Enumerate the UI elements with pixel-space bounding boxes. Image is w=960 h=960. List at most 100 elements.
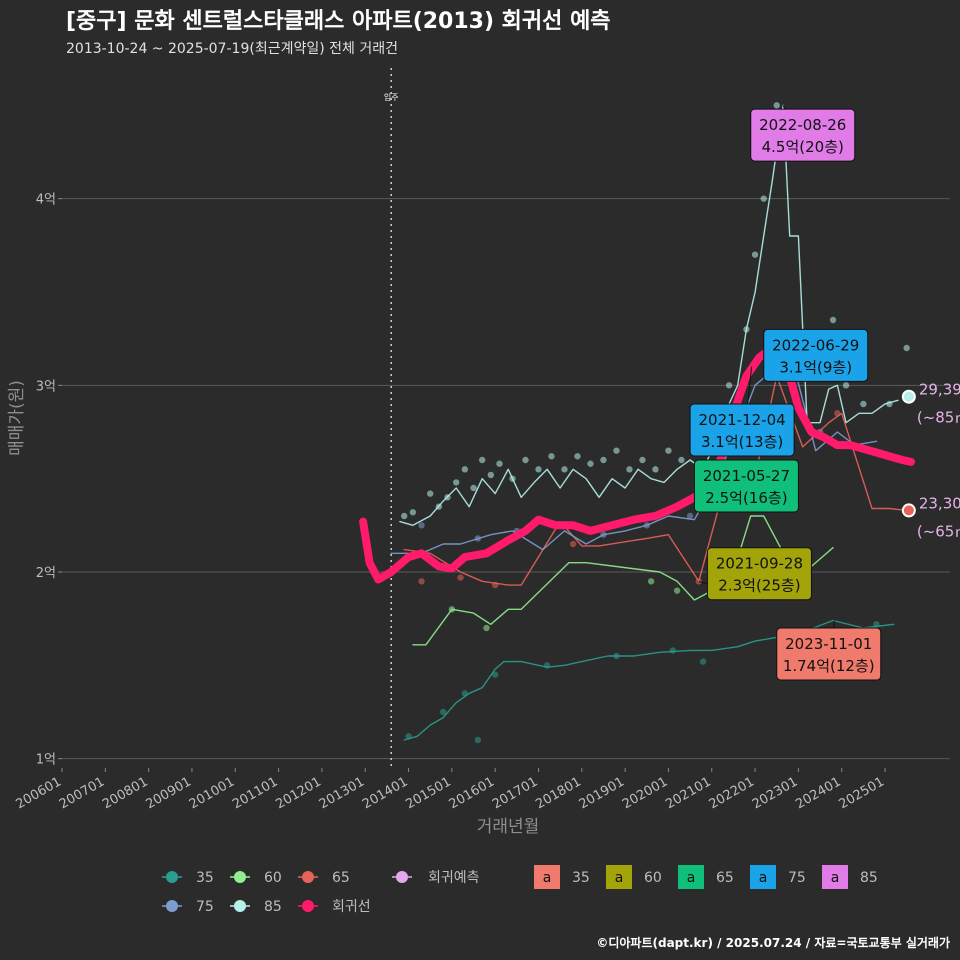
- x-tick-label: 200901: [143, 774, 193, 812]
- callout-date: 2023-11-01: [785, 635, 872, 653]
- scatter-point-85: [665, 447, 672, 454]
- x-tick-label: 202501: [837, 774, 887, 812]
- callout-date: 2022-06-29: [772, 336, 859, 354]
- scatter-point-75: [686, 512, 694, 520]
- callout-price: 2.3억(25층): [718, 577, 800, 595]
- series-line-60: [412, 515, 834, 646]
- regression-line: [359, 344, 915, 584]
- legend-item-35: 35: [162, 870, 214, 886]
- callouts: 2022-08-264.5억(20층)2022-06-293.1억(9층)202…: [689, 105, 882, 681]
- forecast-value: 23,300: [919, 494, 960, 512]
- scatter-point-85: [842, 382, 850, 389]
- series-lines: [359, 104, 915, 741]
- series-line-75: [390, 366, 878, 554]
- scatter-point-85: [751, 251, 759, 258]
- legend-item-65: 65: [298, 870, 350, 886]
- x-tick-label: 202201: [707, 774, 757, 812]
- forecast-points: 29,390 (~85㎡) 23,300 (~65㎡): [901, 381, 960, 540]
- legend-box-65: a 65: [678, 865, 734, 889]
- legend-dot: [166, 900, 178, 912]
- scatter-point-85: [561, 466, 568, 473]
- scatter-point-85: [574, 453, 581, 460]
- legend-box-letter: a: [759, 870, 768, 886]
- legend-box-swatch: [822, 865, 848, 889]
- scatter-point-85: [487, 471, 495, 479]
- x-tick-label: 200701: [57, 774, 107, 812]
- scatter-point-35: [491, 671, 499, 678]
- legend-dot: [396, 871, 408, 883]
- y-axis-label: 매매가(원): [7, 380, 27, 456]
- legend-box-label: 60: [644, 870, 662, 886]
- callout-2021-05-27: 2021-05-27 2.5억(16층): [693, 459, 799, 513]
- legend-item-75: 75: [162, 899, 214, 915]
- callout-box: [776, 627, 882, 681]
- x-tick-label: 201001: [187, 774, 237, 812]
- y-tick-label: 2억: [36, 566, 56, 581]
- legend-box-label: 35: [572, 870, 590, 886]
- callout-date: 2022-08-26: [759, 116, 846, 134]
- scatter-point-65: [569, 540, 577, 548]
- scatter-point-65: [418, 578, 425, 585]
- legend-dot: [302, 900, 314, 912]
- forecast-point-65: [901, 503, 916, 518]
- scatter-point-85: [725, 382, 733, 389]
- scatter-point-85: [478, 456, 486, 464]
- series-line-35: [403, 619, 895, 741]
- legend-item-85: 85: [230, 899, 282, 915]
- callout-date: 2021-12-04: [699, 411, 786, 429]
- scatter-point-60: [483, 624, 490, 632]
- legend-box-letter: a: [687, 870, 696, 886]
- legend-box-35: a 35: [534, 865, 590, 889]
- x-tick-label: 202401: [793, 774, 843, 812]
- callout-box: [750, 108, 856, 162]
- x-tick-label: 201501: [403, 774, 453, 812]
- legend-label: 회귀예측: [428, 870, 480, 886]
- legend-label: 65: [332, 870, 350, 886]
- x-tick-label: 202001: [620, 774, 670, 812]
- scatter-point-85: [613, 447, 620, 454]
- forecast-size: (~85㎡): [917, 409, 960, 427]
- legend-box-swatch: [750, 865, 776, 889]
- callout-price: 4.5억(20층): [762, 138, 844, 156]
- legend-box-swatch: [534, 865, 560, 889]
- x-tick-label: 201301: [317, 774, 367, 812]
- scatter-point-85: [639, 456, 646, 464]
- x-axis-label: 거래년월: [477, 817, 540, 837]
- legend-box-swatch: [678, 865, 704, 889]
- scatter-point-75: [418, 522, 425, 529]
- callout-2021-12-04: 2021-12-04 3.1억(13층): [689, 366, 795, 457]
- scatter-point-85: [760, 195, 767, 202]
- scatter-point-85: [522, 456, 529, 464]
- legend-dot: [302, 871, 314, 883]
- legend-label: 35: [196, 870, 214, 886]
- x-tick-label: 201901: [577, 774, 627, 812]
- legend-item-회귀선: 회귀선: [298, 899, 371, 915]
- scatter-point-85: [652, 466, 659, 473]
- scatter-point-85: [678, 456, 685, 464]
- series-line-85: [399, 104, 899, 526]
- y-tick-label: 3억: [36, 379, 56, 394]
- scatter-point-85: [773, 102, 780, 109]
- x-tick-label: 200601: [14, 774, 64, 812]
- legend-dot: [234, 900, 246, 912]
- chart-subtitle: 2013-10-24 ~ 2025-07-19(최근계약일) 전체 거래건: [66, 41, 398, 57]
- callout-box: [689, 403, 795, 457]
- scatter-point-85: [860, 400, 867, 408]
- callout-2021-09-28: 2021-09-28 2.3억(25층): [698, 547, 812, 601]
- scatter-point-35: [669, 647, 676, 654]
- legend-box-75: a 75: [750, 865, 806, 889]
- legend-dot: [234, 871, 246, 883]
- x-tick-label: 202101: [663, 774, 713, 812]
- legend-box-60: a 60: [606, 865, 662, 889]
- callout-2023-11-01: 2023-11-01 1.74억(12층): [776, 620, 882, 681]
- x-axis-ticks: 2006012007012008012009012010012011012012…: [14, 768, 887, 812]
- legend-item-forecast: 회귀예측: [392, 870, 480, 886]
- scatter-point-85: [903, 344, 910, 352]
- legend: 35 60 65 75 85 회귀선 회귀예측 a 35 a 60 a 65 a 75 a 85: [162, 865, 878, 915]
- scatter-point-85: [548, 453, 555, 460]
- scatter-point-60: [673, 587, 681, 594]
- callout-price: 3.1억(13층): [701, 433, 783, 451]
- series-line-65: [403, 375, 908, 586]
- scatter-point-85: [587, 460, 594, 467]
